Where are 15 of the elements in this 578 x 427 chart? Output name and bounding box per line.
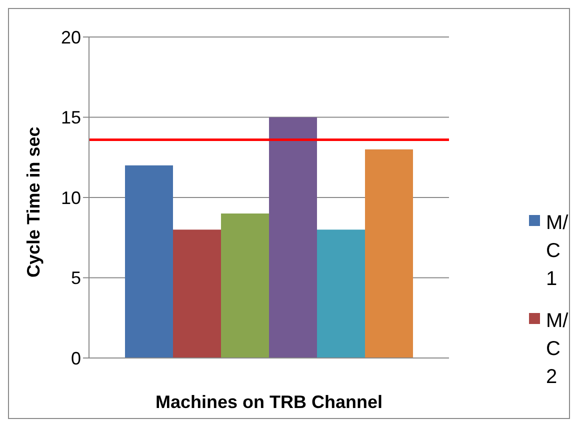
y-tick-label: 10 bbox=[60, 188, 81, 208]
bar bbox=[173, 230, 221, 358]
legend-label: M/C 1 bbox=[546, 211, 568, 292]
bar bbox=[125, 165, 173, 358]
y-tick-label: 20 bbox=[60, 27, 81, 48]
bar bbox=[317, 230, 365, 358]
bar bbox=[269, 117, 317, 358]
y-axis-title: Cycle Time in sec bbox=[23, 126, 44, 278]
legend-label: M/C 2 bbox=[546, 309, 568, 390]
bar bbox=[365, 149, 413, 358]
y-tick-label: 15 bbox=[60, 108, 81, 128]
y-tick-label: 0 bbox=[70, 348, 81, 368]
bar bbox=[221, 214, 269, 358]
x-axis-title: Machines on TRB Channel bbox=[155, 392, 383, 412]
y-tick-label: 5 bbox=[70, 268, 81, 288]
